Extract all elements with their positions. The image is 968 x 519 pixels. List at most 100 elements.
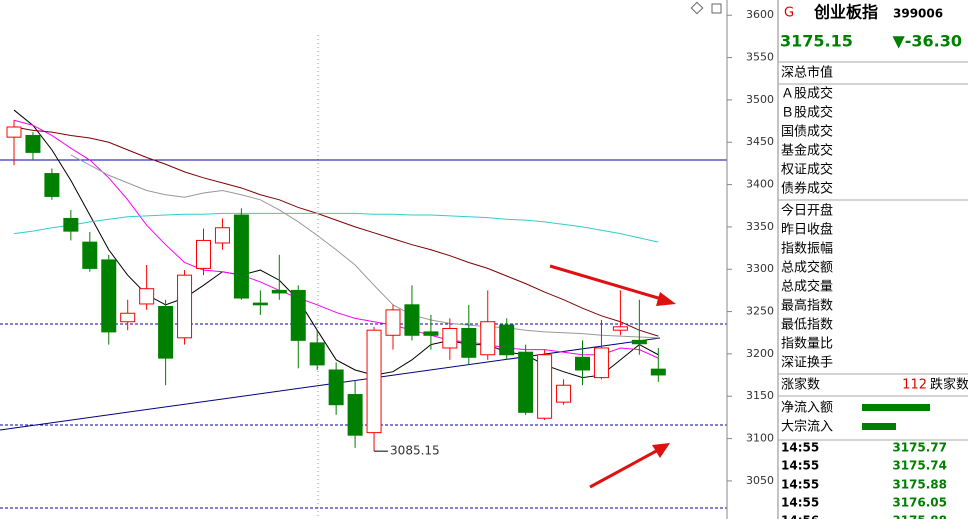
y-tick-label: 3350	[746, 220, 774, 233]
fall-label: 跌家数	[930, 377, 968, 393]
arrow-head	[656, 292, 676, 306]
candle-body	[537, 354, 553, 419]
candle-body	[347, 394, 363, 436]
candle-body	[196, 239, 211, 269]
candle-body	[177, 274, 193, 339]
candle-body	[252, 302, 268, 306]
ma-line	[13, 212, 659, 243]
field-label: 指数振幅	[781, 242, 833, 257]
candle-body	[461, 328, 477, 358]
y-tick-label: 3450	[746, 135, 774, 148]
price: 3175.15	[780, 32, 853, 51]
candle-body	[423, 331, 439, 336]
field-label: Ｂ股成交	[781, 105, 833, 121]
candle-body	[290, 289, 306, 341]
market-flag: G	[784, 6, 794, 21]
candle-body	[82, 241, 98, 269]
rise-count: 112	[902, 378, 927, 393]
field-label: 总成交量	[781, 279, 833, 295]
candle-body	[233, 214, 249, 299]
arrow	[589, 447, 661, 489]
flow-bar	[862, 423, 896, 430]
candle-body	[499, 324, 515, 356]
flow-label: 大宗流入	[781, 419, 833, 435]
arrow-head	[652, 443, 670, 458]
tick-time: 14:56	[781, 514, 819, 519]
diamond-icon[interactable]	[690, 1, 704, 15]
arrows	[549, 264, 676, 489]
field-label: 总成交额	[781, 260, 833, 276]
candle-body	[404, 304, 420, 336]
candle-body	[480, 321, 496, 356]
candle-body	[442, 328, 458, 349]
arrow	[549, 264, 666, 302]
chart-area: 3085.15	[0, 35, 727, 519]
candle-body	[6, 126, 22, 138]
candle-body	[25, 134, 41, 153]
candle-body	[518, 351, 534, 413]
y-tick-label: 3500	[746, 93, 774, 106]
field-label: 指数量比	[781, 337, 833, 352]
index-name: 创业板指	[813, 3, 878, 22]
tick-time: 14:55	[781, 496, 819, 510]
rise-label: 涨家数	[781, 377, 820, 393]
candle-body	[575, 356, 590, 371]
candle-body	[63, 217, 79, 232]
candle-body	[158, 305, 174, 359]
quote-panel: G 创业板指 399006 3175.15 ▼-36.30 涨家数 112 跌家…	[778, 3, 968, 519]
tick-price: 3176.05	[892, 496, 947, 510]
y-tick-label: 3600	[746, 8, 774, 21]
tick-price: 3175.77	[892, 441, 947, 455]
field-label: 基金成交	[781, 143, 833, 159]
field-label: 最高指数	[781, 298, 833, 314]
tick-price: 3175.74	[892, 459, 947, 473]
candle-body	[44, 173, 60, 197]
candle-body	[366, 329, 382, 434]
change: ▼-36.30	[892, 32, 962, 51]
flow-label: 净流入额	[781, 401, 833, 416]
candle-body	[328, 369, 344, 406]
field-label: Ａ股成交	[781, 86, 833, 102]
candle-body	[101, 259, 117, 333]
candle-body	[556, 384, 572, 403]
candle-body	[650, 368, 666, 376]
y-tick-label: 3550	[746, 51, 774, 64]
field-label: 今日开盘	[781, 203, 833, 219]
tick-time: 14:55	[781, 441, 819, 455]
tick-time: 14:55	[781, 459, 819, 473]
candle-body	[139, 288, 155, 305]
tick-time: 14:55	[781, 478, 819, 492]
field-label: 权证成交	[781, 162, 833, 178]
candle-body	[271, 289, 287, 294]
y-tick-label: 3150	[746, 389, 774, 402]
window-icon[interactable]	[711, 3, 722, 14]
field-label: 最低指数	[781, 318, 833, 333]
y-tick-label: 3400	[746, 178, 774, 191]
field-label: 国债成交	[781, 124, 833, 140]
y-tick-label: 3200	[746, 347, 774, 360]
ma-line	[13, 126, 659, 337]
candle-body	[593, 347, 609, 379]
ma-line	[13, 119, 659, 359]
y-tick-label: 3100	[746, 432, 774, 445]
candle-body	[612, 326, 628, 331]
candle-body	[385, 309, 401, 336]
candle-body	[214, 227, 230, 244]
field-label: 昨日收盘	[781, 222, 833, 238]
index-code: 399006	[893, 7, 943, 21]
flow-bar	[862, 404, 930, 411]
candle-body	[120, 312, 136, 323]
tick-price: 3175.88	[892, 478, 947, 492]
field-label: 深证换手	[781, 356, 833, 371]
field-label: 深总市值	[781, 65, 833, 81]
ma-line	[70, 154, 659, 339]
y-tick-label: 3250	[746, 305, 774, 318]
y-tick-label: 3050	[746, 474, 774, 487]
low-label: 3085.15	[390, 444, 440, 458]
field-label: 债券成交	[781, 181, 833, 197]
candle-body	[309, 342, 325, 366]
tick-price: 3175.88	[892, 514, 947, 519]
candle-body	[631, 339, 647, 345]
